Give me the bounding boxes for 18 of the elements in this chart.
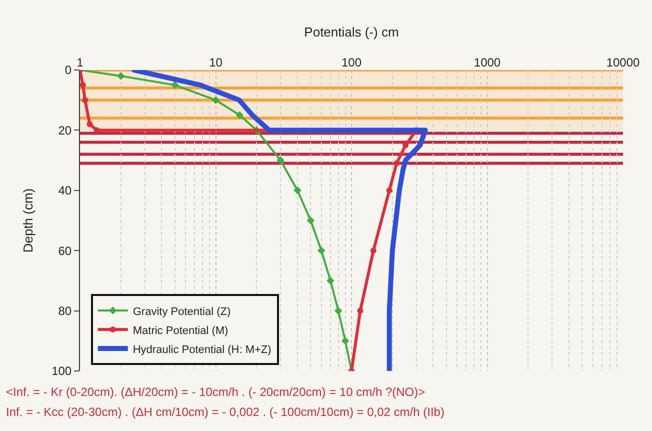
y-tick-label: 20 [58, 123, 72, 138]
y-tick-label: 80 [58, 304, 72, 318]
y-tick-label: 0 [64, 63, 72, 78]
x-tick-label: 1000 [474, 56, 501, 70]
legend-label: Gravity Potential (Z) [132, 306, 231, 318]
y-tick-label: 40 [58, 184, 72, 198]
x-tick-label: 10000 [606, 56, 640, 70]
y-axis-title: Depth (cm) [20, 188, 36, 253]
y-tick-label: 100 [52, 364, 72, 378]
y-tick-label: 60 [58, 244, 72, 258]
legend-label: Matric Potential (M) [132, 324, 228, 337]
text: Inf. = - Kcc (20-30cm) . (ΔH cm/10cm) = - 0,002 . (- 100cm/10cm) = 0,02 cm/h (IIb) [6, 405, 444, 419]
x-axis-title: Potentials (-) cm [304, 24, 399, 40]
x-tick-label: 10 [209, 56, 223, 70]
x-tick-label: 1 [76, 56, 84, 70]
legend-label: Hydraulic Potential (H: M+Z) [132, 344, 272, 356]
text: <Inf. = - Kr (0-20cm). (ΔH/20cm) = - 10cm/h . (- 20cm/20cm) = 10 cm/h ?(NO)> [6, 385, 426, 399]
x-tick-label: 100 [341, 56, 362, 70]
